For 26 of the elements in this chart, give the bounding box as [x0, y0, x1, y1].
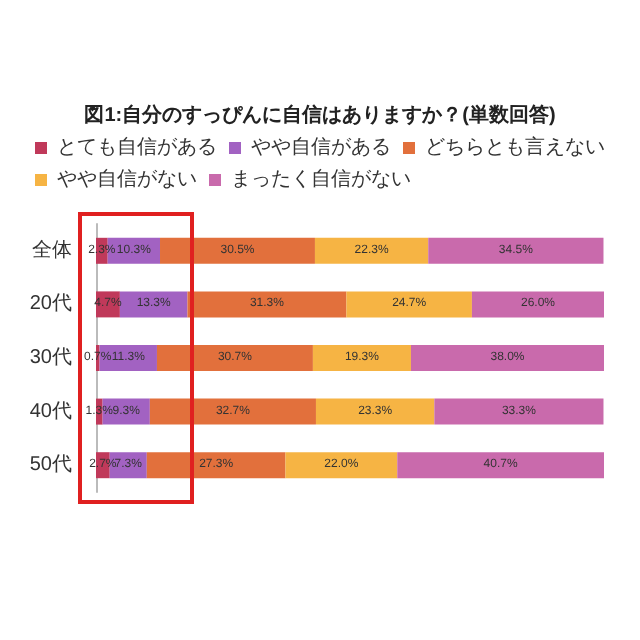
- bar: [410, 345, 604, 371]
- bar: [346, 291, 472, 318]
- bar: [434, 398, 604, 425]
- bar: [312, 345, 411, 371]
- y-tick-label: 全体: [32, 237, 72, 262]
- bar: [187, 291, 347, 318]
- y-tick-label: 30代: [29, 347, 72, 369]
- y-tick-label: 20代: [29, 293, 72, 316]
- legend-label: やや自信がある: [251, 135, 391, 159]
- bar: [471, 291, 604, 318]
- bar: [314, 237, 429, 264]
- legend-label: とても自信がある: [57, 135, 217, 159]
- legend-label: まったく自信がない: [231, 167, 411, 191]
- bar: [160, 237, 315, 264]
- bar: [156, 345, 313, 371]
- legend-label: どちらとも言えない: [425, 135, 605, 159]
- bar: [315, 398, 435, 425]
- chart-title: 図1:自分のすっぴんに自信はありますか？(単数回答): [84, 103, 556, 127]
- y-tick-label: 40代: [29, 400, 72, 423]
- bar: [149, 398, 316, 425]
- y-tick-label: 50代: [29, 454, 72, 477]
- bar: [428, 237, 604, 264]
- bar: [146, 452, 286, 479]
- bar: [285, 452, 398, 479]
- legend-label: やや自信がない: [57, 167, 197, 191]
- bar: [397, 452, 604, 479]
